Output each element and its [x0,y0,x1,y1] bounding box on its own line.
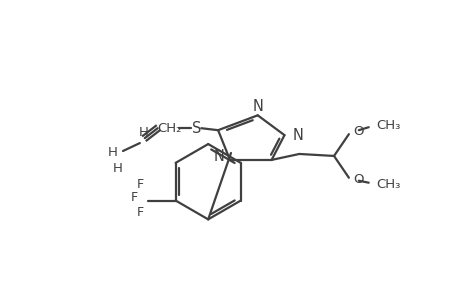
Text: F: F [136,178,143,191]
Text: N: N [252,99,263,114]
Text: H: H [108,146,118,160]
Text: F: F [130,191,137,204]
Text: H: H [113,162,123,175]
Text: F: F [136,206,143,219]
Text: CH₃: CH₃ [376,119,400,132]
Text: N: N [213,149,224,164]
Text: N: N [292,128,302,142]
Text: CH₂: CH₂ [157,122,181,135]
Text: CH₃: CH₃ [376,178,400,191]
Text: O: O [352,173,363,186]
Text: S: S [191,121,201,136]
Text: H: H [139,126,148,139]
Text: O: O [352,125,363,138]
